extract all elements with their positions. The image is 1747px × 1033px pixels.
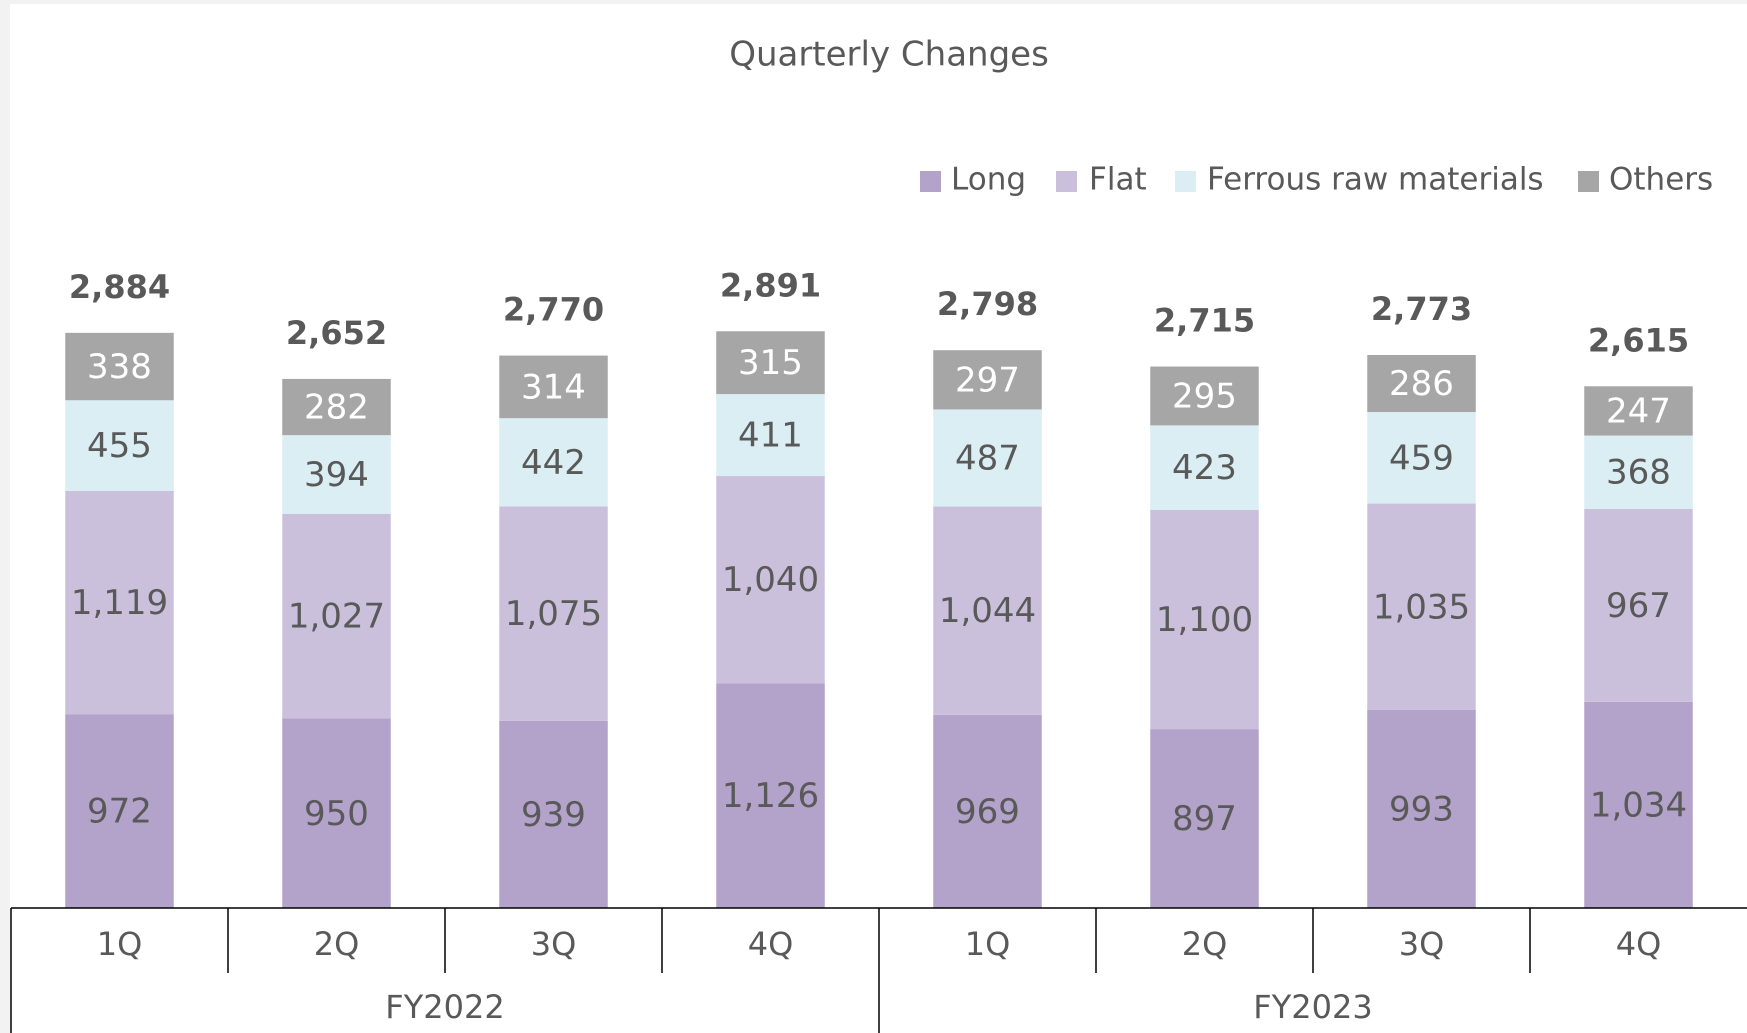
total-label: 2,798: [937, 285, 1038, 323]
bar-segment: [716, 476, 825, 684]
total-label: 2,770: [503, 291, 604, 329]
data-label: 297: [955, 360, 1020, 400]
data-label: 411: [738, 416, 803, 456]
data-label: 459: [1389, 438, 1454, 478]
bar-segment: [1584, 701, 1693, 908]
bar-segment: [716, 394, 825, 477]
data-label: 247: [1606, 391, 1671, 431]
data-label: 368: [1606, 453, 1671, 493]
bar-segment: [65, 490, 174, 715]
data-label: 1,119: [71, 583, 168, 623]
x-tick-label: 1Q: [965, 925, 1011, 963]
total-label: 2,773: [1371, 290, 1472, 328]
data-label: 1,100: [1156, 600, 1253, 640]
bar-segment: [499, 720, 608, 908]
chart-title: Quarterly Changes: [729, 35, 1049, 75]
group-label: FY2023: [1253, 988, 1372, 1026]
bar-segment: [1367, 503, 1476, 710]
x-tick-label: 4Q: [748, 925, 794, 963]
total-label: 2,652: [286, 314, 387, 352]
bar-segment: [716, 331, 825, 395]
bar-segment: [933, 506, 1042, 715]
legend-swatch: [920, 171, 941, 192]
group-label: FY2022: [385, 988, 504, 1026]
data-label: 972: [87, 792, 152, 832]
legend-label: Ferrous raw materials: [1207, 162, 1544, 198]
x-tick-label: 4Q: [1616, 925, 1662, 963]
bar-segment: [1150, 509, 1259, 730]
data-label: 295: [1172, 376, 1237, 416]
data-label: 394: [304, 455, 369, 495]
bar-segment: [1150, 729, 1259, 908]
bar-segment: [65, 400, 174, 491]
data-label: 1,035: [1373, 587, 1470, 627]
legend-label: Flat: [1089, 162, 1147, 198]
bar-segment: [282, 378, 391, 436]
data-label: 1,027: [288, 597, 385, 637]
total-label: 2,884: [69, 268, 170, 306]
total-label: 2,615: [1588, 321, 1689, 359]
data-label: 1,075: [505, 594, 602, 634]
data-label: 950: [304, 794, 369, 834]
data-label: 993: [1389, 789, 1454, 829]
bar-segment: [716, 683, 825, 908]
data-label: 314: [521, 367, 586, 407]
data-label: 315: [738, 343, 803, 383]
bar-segment: [1150, 366, 1259, 426]
bar-segment: [1584, 386, 1693, 436]
data-label: 442: [521, 443, 586, 483]
bar-segment: [1367, 354, 1476, 413]
bar-segment: [933, 714, 1042, 908]
data-label: 286: [1389, 364, 1454, 404]
bar-segment: [1367, 412, 1476, 504]
bar-segment: [1150, 425, 1259, 510]
bar-segment: [1584, 435, 1693, 509]
bar-segment: [282, 435, 391, 514]
bar-segment: [1367, 709, 1476, 908]
bar-segment: [282, 513, 391, 719]
bar-segment: [933, 350, 1042, 410]
data-label: 967: [1606, 586, 1671, 626]
data-label: 282: [304, 388, 369, 428]
x-tick-label: 2Q: [1182, 925, 1228, 963]
data-label: 1,044: [939, 591, 1036, 631]
data-label: 455: [87, 426, 152, 466]
total-label: 2,715: [1154, 302, 1255, 340]
x-tick-label: 2Q: [314, 925, 360, 963]
bar-segment: [282, 718, 391, 908]
data-label: 969: [955, 792, 1020, 832]
x-tick-label: 3Q: [531, 925, 577, 963]
total-label: 2,891: [720, 266, 821, 304]
legend-label: Long: [951, 162, 1026, 198]
legend-swatch: [1578, 171, 1599, 192]
bar-segment: [499, 355, 608, 419]
bar-segment: [1584, 508, 1693, 702]
legend-label: Others: [1609, 162, 1713, 198]
data-label: 423: [1172, 448, 1237, 488]
data-label: 897: [1172, 799, 1237, 839]
bar-segment: [933, 409, 1042, 507]
data-label: 487: [955, 438, 1020, 478]
data-label: 1,126: [722, 776, 819, 816]
x-tick-label: 1Q: [97, 925, 143, 963]
data-label: 1,034: [1590, 785, 1687, 825]
bar-segment: [499, 418, 608, 507]
data-label: 338: [87, 347, 152, 387]
data-label: 1,040: [722, 560, 819, 600]
legend-swatch: [1056, 171, 1077, 192]
bar-segment: [65, 714, 174, 908]
bar-segment: [499, 506, 608, 721]
legend-swatch: [1175, 171, 1196, 192]
chart-area: [10, 4, 1747, 1033]
bar-segment: [65, 332, 174, 401]
data-label: 939: [521, 795, 586, 835]
x-tick-label: 3Q: [1399, 925, 1445, 963]
